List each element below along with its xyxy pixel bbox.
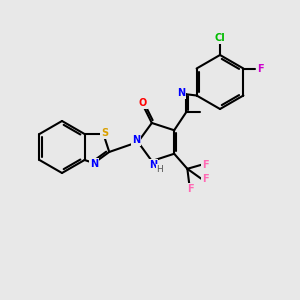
Text: N: N: [149, 160, 157, 170]
Text: H: H: [156, 164, 163, 173]
Text: N: N: [90, 159, 98, 169]
Text: F: F: [202, 174, 209, 184]
Text: F: F: [202, 160, 209, 170]
Text: S: S: [101, 128, 108, 138]
Text: O: O: [139, 98, 147, 108]
Text: N: N: [132, 135, 140, 145]
Text: Cl: Cl: [214, 33, 225, 43]
Text: N: N: [177, 88, 185, 98]
Text: F: F: [257, 64, 264, 74]
Text: F: F: [187, 184, 194, 194]
